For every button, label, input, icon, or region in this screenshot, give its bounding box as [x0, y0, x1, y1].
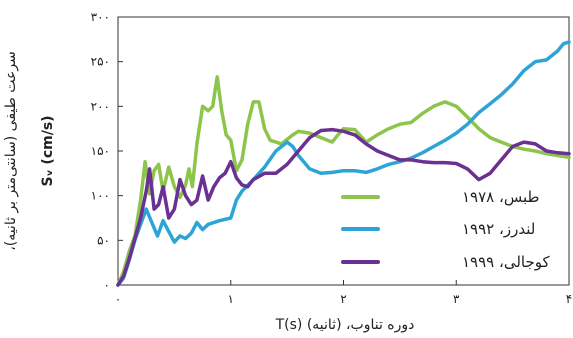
- y-tick-label: ۲۰۰: [91, 99, 110, 113]
- legend-label-1: طبس، ۱۹۷۸: [462, 188, 539, 206]
- x-tick-label: ۲: [340, 292, 346, 306]
- y-axis-label-fa: سرعت طیفی (سانتی‌متر بر ثانیه)،: [3, 51, 19, 251]
- legend: طبس، ۱۹۷۸ لندرز، ۱۹۹۲ کوجالی، ۱۹۹۹: [343, 188, 551, 271]
- x-tick-label: ۴: [566, 292, 572, 306]
- series-line-2: [118, 42, 569, 285]
- y-tick-label: ۱۰۰: [91, 189, 110, 203]
- y-tick-label: ۵۰: [97, 233, 110, 247]
- x-tick-label: ۰: [115, 292, 121, 306]
- y-tick-label: ۲۵۰: [91, 55, 110, 69]
- series-lines: [118, 42, 569, 285]
- y-tick-label: ۱۵۰: [91, 144, 110, 158]
- y-axis-label-en-group: Sᵥ (cm/s): [40, 115, 56, 186]
- y-tick-label: ۳۰۰: [91, 10, 110, 24]
- x-tick-label: ۳: [453, 292, 460, 306]
- x-axis-label: T(s) دوره تناوب، (ثانیه): [275, 317, 415, 333]
- legend-label-2: لندرز، ۱۹۹۲: [462, 220, 535, 238]
- y-tick-label: ۰: [104, 278, 110, 292]
- plot-frame: [118, 17, 569, 285]
- legend-label-3: کوجالی، ۱۹۹۹: [462, 253, 551, 271]
- y-axis-label-en: Sᵥ (cm/s): [40, 115, 56, 186]
- y-axis-label-group: سرعت طیفی (سانتی‌متر بر ثانیه)،: [3, 51, 19, 251]
- x-tick-label: ۱: [228, 292, 234, 306]
- x-axis-ticks: ۰ ۱ ۲ ۳ ۴: [115, 280, 572, 306]
